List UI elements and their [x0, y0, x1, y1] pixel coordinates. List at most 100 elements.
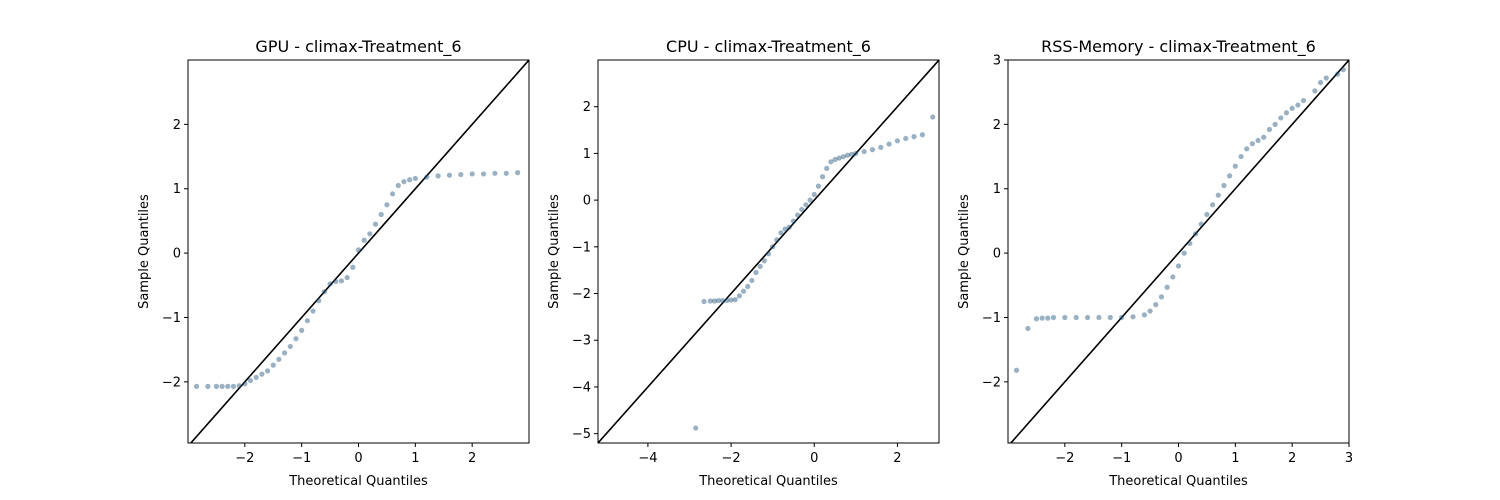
qq-point — [401, 179, 407, 185]
qq-point — [1062, 314, 1068, 321]
qq-point — [372, 221, 379, 227]
qq-point — [869, 147, 876, 153]
qq-point — [236, 383, 242, 389]
y-tick-label: 2 — [173, 118, 181, 133]
qq-point — [1317, 79, 1324, 86]
qq-point — [225, 383, 231, 389]
y-tick-label: −2 — [162, 375, 181, 390]
qq-point — [480, 171, 487, 177]
qq-point — [861, 148, 867, 155]
qq-point — [707, 298, 713, 304]
qq-point — [761, 258, 767, 264]
qq-point — [270, 362, 276, 368]
qq-point — [219, 383, 225, 389]
qq-point — [757, 263, 763, 270]
qq-point — [276, 356, 282, 362]
qq-point — [361, 237, 367, 243]
qq-point — [828, 159, 834, 165]
qq-point — [740, 288, 747, 294]
qq-point — [749, 277, 755, 284]
qq-point — [807, 197, 813, 203]
qq-point — [1073, 314, 1079, 321]
qq-point — [1013, 367, 1020, 373]
qq-point — [786, 224, 792, 230]
qq-point — [205, 383, 211, 389]
qq-point — [304, 318, 310, 324]
qq-point — [701, 298, 707, 305]
y-tick-label: 1 — [583, 147, 591, 162]
qq-point — [795, 212, 801, 218]
qq-point — [715, 297, 722, 304]
qq-point — [293, 336, 299, 342]
qq-point — [782, 226, 788, 232]
qq-point — [728, 297, 734, 303]
qq-point — [1187, 240, 1193, 247]
qq-point — [930, 114, 936, 120]
qq-point — [242, 381, 248, 387]
x-tick-label: −2 — [235, 451, 254, 466]
qq-point — [1323, 75, 1329, 81]
y-tick-label: −4 — [572, 380, 591, 395]
qq-point — [367, 231, 373, 237]
y-tick-label: 1 — [993, 182, 1001, 197]
qq-point — [1249, 141, 1255, 147]
qq-point — [287, 343, 293, 350]
qq-point — [282, 350, 288, 356]
qq-point — [1221, 182, 1227, 189]
qq-point — [1272, 121, 1278, 127]
x-axis-label: Theoretical Quantiles — [1108, 474, 1248, 489]
y-tick-label: 2 — [993, 118, 1001, 133]
qq-point — [350, 264, 356, 270]
qq-point — [799, 206, 805, 213]
qq-point — [1215, 192, 1221, 198]
chart-title: RSS-Memory - climax-Treatment_6 — [1041, 37, 1316, 57]
qq-point — [720, 297, 726, 304]
qq-point — [264, 368, 271, 374]
qq-point — [778, 230, 784, 236]
qq-point — [819, 174, 826, 180]
x-tick-label: 1 — [1231, 451, 1239, 466]
qq-point — [803, 202, 809, 208]
qq-point — [1039, 315, 1045, 321]
qq-point — [1096, 314, 1102, 321]
chart-title: CPU - climax-Treatment_6 — [666, 37, 871, 57]
qq-point — [1158, 294, 1165, 300]
qq-point — [395, 182, 401, 189]
chart-title: GPU - climax-Treatment_6 — [255, 37, 461, 57]
qq-point — [853, 150, 859, 157]
qq-point — [492, 170, 498, 176]
qq-point — [469, 171, 475, 177]
qq-point — [412, 175, 418, 182]
qq-point — [446, 172, 453, 178]
qq-point — [407, 177, 413, 183]
qq-point — [1130, 314, 1136, 320]
x-tick-label: 0 — [1174, 451, 1182, 466]
qq-point — [1335, 71, 1341, 77]
qq-point — [259, 371, 265, 377]
qq-point — [919, 132, 925, 138]
qq-point — [384, 202, 390, 208]
qq-point — [765, 251, 772, 257]
qq-point — [253, 374, 259, 380]
qq-point — [310, 308, 316, 314]
qq-point — [790, 218, 797, 224]
qq-point — [1198, 221, 1204, 227]
qq-point — [1192, 231, 1199, 237]
qq-point — [503, 170, 509, 176]
x-tick-label: −1 — [292, 451, 311, 466]
qq-point — [736, 293, 742, 299]
qq-point — [1255, 137, 1261, 144]
qq-point — [390, 191, 396, 197]
y-tick-label: 1 — [173, 182, 181, 197]
reference-line — [189, 60, 529, 443]
x-tick-label: −4 — [638, 451, 657, 466]
y-tick-label: 0 — [173, 247, 181, 262]
qq-point — [321, 289, 327, 295]
qq-point — [1300, 97, 1307, 104]
qq-point — [1084, 314, 1091, 321]
qq-point — [724, 297, 730, 304]
qq-point — [333, 278, 339, 285]
qq-point — [1227, 173, 1233, 179]
qq-point — [327, 281, 333, 287]
